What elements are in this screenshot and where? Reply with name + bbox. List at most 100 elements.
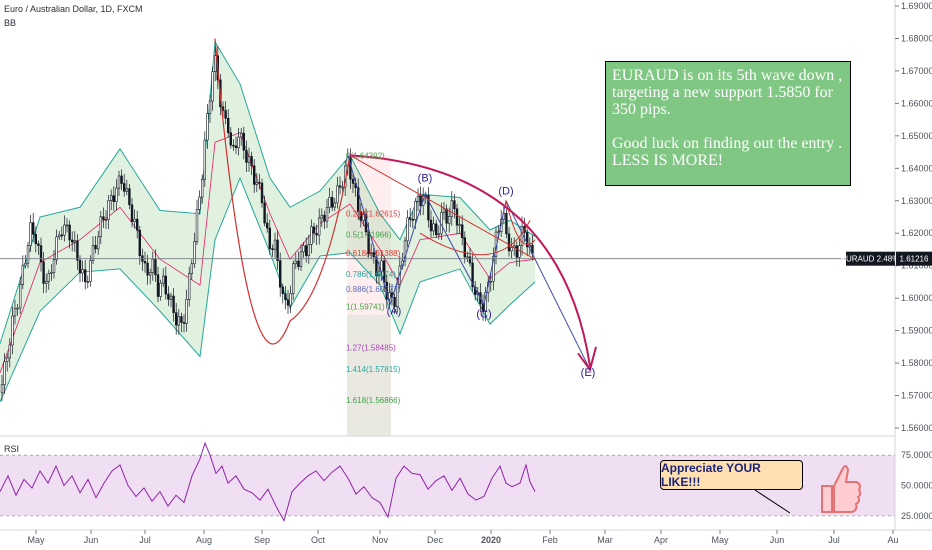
wave-labels: (A) (B) (C) (D) (E) xyxy=(387,172,596,379)
candle-body xyxy=(146,262,149,276)
candle-body xyxy=(110,195,113,201)
thumb-cuff xyxy=(821,485,833,513)
price-axis[interactable]: 1.69000 1.68000 1.67000 1.66000 1.65000 1.640… xyxy=(895,1,932,433)
red-arc-2 xyxy=(505,200,536,246)
candle-body xyxy=(198,196,201,210)
candle-body xyxy=(317,217,321,236)
rsi-label[interactable]: RSI xyxy=(4,444,20,454)
symbol-title[interactable]: Euro / Australian Dollar, 1D, FXCM xyxy=(4,4,143,14)
candle-body xyxy=(229,132,232,146)
wave-label: (E) xyxy=(581,367,596,379)
candle-body xyxy=(250,156,253,167)
candle-body xyxy=(258,182,261,184)
time-tick-label: Jun xyxy=(770,535,785,545)
candle-body xyxy=(268,227,271,249)
candle-body xyxy=(395,283,399,307)
candle-body xyxy=(154,258,157,276)
candle-body xyxy=(156,274,160,297)
candle-body xyxy=(304,245,308,256)
candle-body xyxy=(315,232,318,236)
fibonacci-labels: 0(1.64392) 0.236(1.62615) 0.5(1.61966) 0.61… xyxy=(346,152,401,405)
candle-body xyxy=(505,212,508,235)
candle-body xyxy=(232,144,235,147)
candle-body xyxy=(372,252,375,258)
candle-body xyxy=(123,183,126,192)
candle-body xyxy=(55,236,58,261)
candle-body xyxy=(120,175,123,184)
candle-body xyxy=(188,273,191,300)
candle-body xyxy=(159,282,162,297)
price-tick-label: 1.65000 xyxy=(901,131,932,141)
candle-body xyxy=(193,241,196,265)
candle-body xyxy=(73,240,77,243)
candle-body xyxy=(68,224,71,241)
candle-body xyxy=(26,245,30,264)
candle-body xyxy=(3,361,6,385)
candle-body xyxy=(117,175,121,189)
candle-body xyxy=(255,182,258,185)
time-tick-label: Aug xyxy=(196,535,212,545)
candle-body xyxy=(115,187,118,202)
candle-body xyxy=(143,260,147,264)
red-arc-1 xyxy=(214,38,351,345)
candle-body xyxy=(525,232,529,248)
candle-body xyxy=(419,195,422,206)
candle-body xyxy=(253,165,256,185)
time-tick-label: Feb xyxy=(542,535,558,545)
like-callout-pointer xyxy=(754,489,791,514)
candle-body xyxy=(416,195,420,202)
candle-body xyxy=(307,244,310,256)
note-line-1: EURAUD is on its 5th wave down , targeti… xyxy=(612,67,843,118)
price-tick-label: 1.57000 xyxy=(901,391,932,401)
price-tick-label: 1.62000 xyxy=(901,228,932,238)
candle-body xyxy=(458,224,461,227)
fib-level-label: 0.786(1.6074) xyxy=(346,270,396,279)
time-tick-label: May xyxy=(711,535,729,545)
candle-body xyxy=(81,269,84,274)
candle-body xyxy=(466,256,469,259)
candle-body xyxy=(338,185,342,188)
candle-body xyxy=(463,237,466,258)
red-trendline xyxy=(349,154,536,260)
price-tick-label: 1.67000 xyxy=(901,66,932,76)
price-tag-symbol: EURAUD 2.48% xyxy=(841,255,900,264)
time-tick-label: Sep xyxy=(254,535,270,545)
candle-body xyxy=(323,214,326,222)
candle-body xyxy=(273,239,277,250)
time-tick-label: May xyxy=(27,535,45,545)
time-tick-label: 2020 xyxy=(481,535,501,545)
rsi-tick-label: 25.0000 xyxy=(901,511,932,521)
wave-label: (B) xyxy=(418,172,433,184)
candle-body xyxy=(107,200,110,220)
candle-body xyxy=(50,272,53,274)
candle-body xyxy=(453,200,456,210)
time-tick-label: Jun xyxy=(84,535,99,545)
wave-label: (D) xyxy=(498,185,513,197)
rsi-tick-label: 50.0000 xyxy=(901,481,932,491)
candle-body xyxy=(492,256,495,282)
candle-body xyxy=(128,188,131,206)
candle-body xyxy=(276,239,279,261)
candle-body xyxy=(515,245,519,258)
candle-body xyxy=(377,270,381,277)
candle-body xyxy=(177,316,180,326)
candle-body xyxy=(434,223,438,236)
candle-body xyxy=(86,281,90,283)
time-tick-label: Mar xyxy=(597,535,613,545)
candle-body xyxy=(263,202,266,224)
price-tick-label: 1.59000 xyxy=(901,326,932,336)
candle-body xyxy=(227,117,230,134)
candle-body xyxy=(437,233,440,236)
candle-body xyxy=(211,71,214,102)
candle-body xyxy=(29,222,32,246)
candle-body xyxy=(447,215,451,224)
price-tag-value-bg xyxy=(896,251,932,266)
time-axis[interactable]: May Jun Jul Aug Sep Oct Nov Dec 2020 Feb Mar Apr May… xyxy=(27,530,899,545)
wave-label: (A) xyxy=(387,305,402,317)
price-tag-value: 1.61216 xyxy=(900,255,929,264)
candle-body xyxy=(310,226,313,245)
indicator-label[interactable]: BB xyxy=(4,18,17,28)
candle-body xyxy=(471,262,474,288)
candle-body xyxy=(330,197,334,208)
